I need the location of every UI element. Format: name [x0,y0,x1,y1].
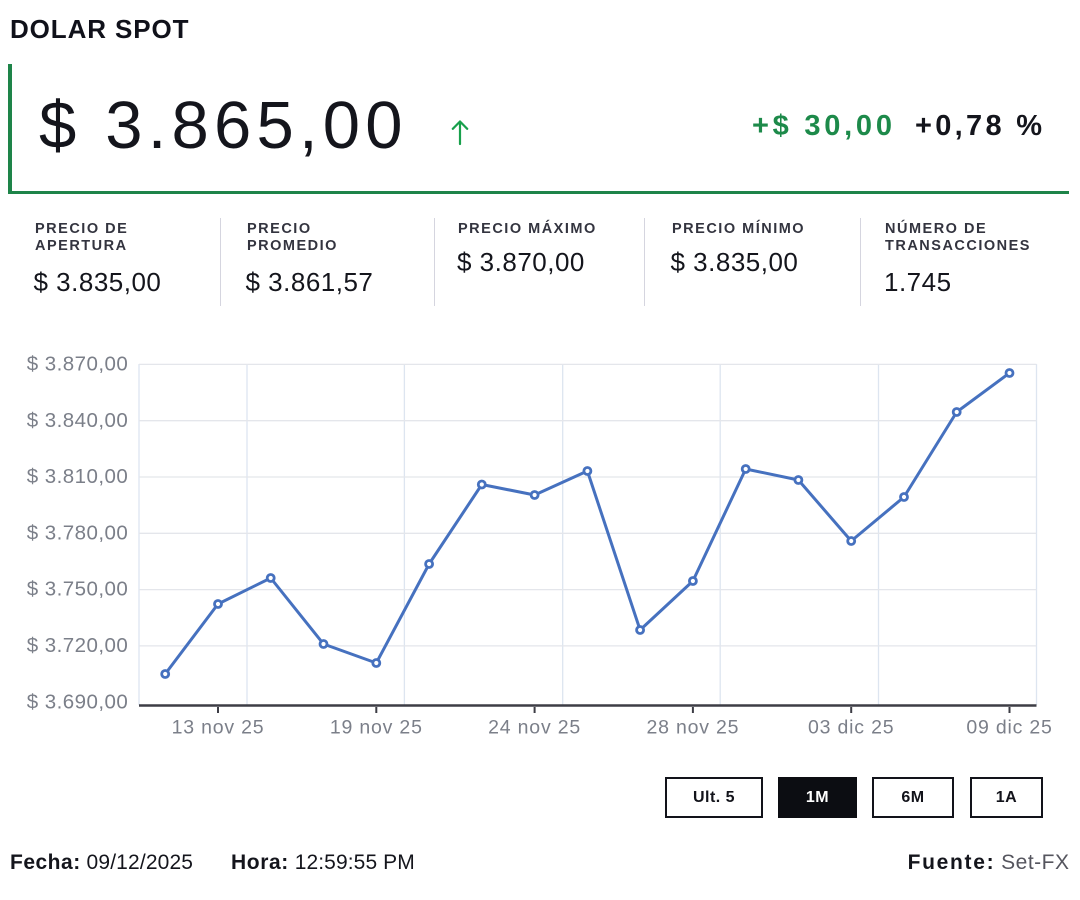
svg-text:$ 3.690,00: $ 3.690,00 [27,690,128,713]
svg-text:13 nov 25: 13 nov 25 [172,717,265,739]
svg-text:28 nov 25: 28 nov 25 [646,717,739,739]
svg-text:$ 3.840,00: $ 3.840,00 [27,409,128,432]
svg-text:$ 3.810,00: $ 3.810,00 [27,465,128,488]
svg-text:$ 3.780,00: $ 3.780,00 [27,521,128,544]
svg-text:$ 3.750,00: $ 3.750,00 [27,578,128,601]
svg-text:03 dic 25: 03 dic 25 [808,717,894,739]
svg-text:24 nov 25: 24 nov 25 [488,717,581,739]
svg-text:$ 3.720,00: $ 3.720,00 [27,634,128,657]
svg-text:09 dic 25: 09 dic 25 [966,717,1052,739]
svg-text:$ 3.870,00: $ 3.870,00 [27,353,128,376]
svg-text:19 nov 25: 19 nov 25 [330,717,423,739]
